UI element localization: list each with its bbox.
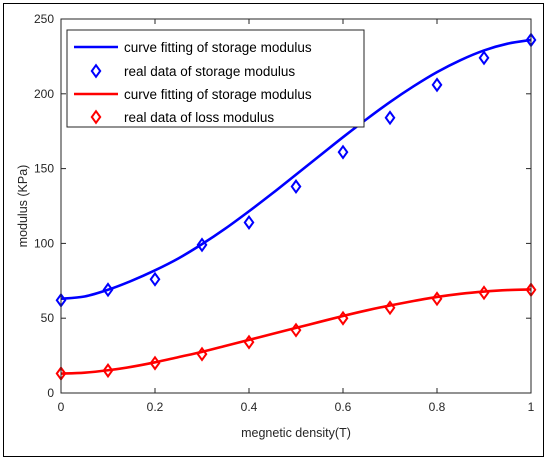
data-point-marker [243, 214, 255, 230]
y-tick-label: 0 [47, 386, 54, 400]
data-point-marker [102, 363, 114, 379]
data-point-marker [290, 322, 302, 338]
y-axis-label: modulus (KPa) [16, 165, 30, 248]
data-point-marker [337, 310, 349, 326]
legend-marker-swatch [90, 63, 102, 79]
axes-box [60, 18, 532, 394]
y-tick-label: 150 [34, 162, 54, 176]
x-axis-label: megnetic density(T) [241, 426, 351, 440]
legend: curve fitting of storage modulus real dat… [66, 29, 365, 128]
legend-items: curve fitting of storage modulus real dat… [74, 40, 312, 125]
axes-layer [60, 18, 532, 394]
x-tick-label: 1 [528, 400, 535, 414]
data-point-marker [431, 291, 443, 307]
legend-entry-label: real data of storage modulus [124, 64, 295, 79]
x-ticks: 0 0.2 0.4 0.6 0.8 1 [58, 19, 535, 414]
x-tick-label: 0.2 [147, 400, 164, 414]
legend-marker-swatch [90, 109, 102, 125]
y-tick-label: 100 [34, 236, 54, 250]
x-tick-label: 0.4 [241, 400, 258, 414]
data-point-marker [149, 271, 161, 287]
series-layer [55, 32, 537, 382]
y-tick-label: 50 [41, 311, 55, 325]
y-tick-label: 200 [34, 87, 54, 101]
data-point-marker [243, 334, 255, 350]
x-tick-label: 0.6 [335, 400, 352, 414]
data-point-marker [196, 346, 208, 362]
x-tick-label: 0.8 [429, 400, 446, 414]
data-point-marker [196, 237, 208, 253]
legend-entry-label: real data of loss modulus [124, 110, 274, 125]
legend-entry-label: curve fitting of storage modulus [124, 87, 312, 102]
y-tick-label: 250 [34, 12, 54, 26]
data-point-marker [290, 179, 302, 195]
x-tick-label: 0 [58, 400, 65, 414]
y-ticks: 0 50 100 150 200 250 [34, 12, 531, 400]
series-line-0 [60, 38, 532, 301]
series-line-2 [60, 288, 532, 375]
data-point-marker [384, 110, 396, 126]
legend-entry-label: curve fitting of storage modulus [124, 40, 312, 55]
data-point-marker [337, 144, 349, 160]
data-point-marker [149, 355, 161, 371]
data-point-marker [478, 285, 490, 301]
data-point-marker [384, 300, 396, 316]
data-point-marker [431, 77, 443, 93]
data-point-marker [478, 50, 490, 66]
data-point-marker [102, 282, 114, 298]
